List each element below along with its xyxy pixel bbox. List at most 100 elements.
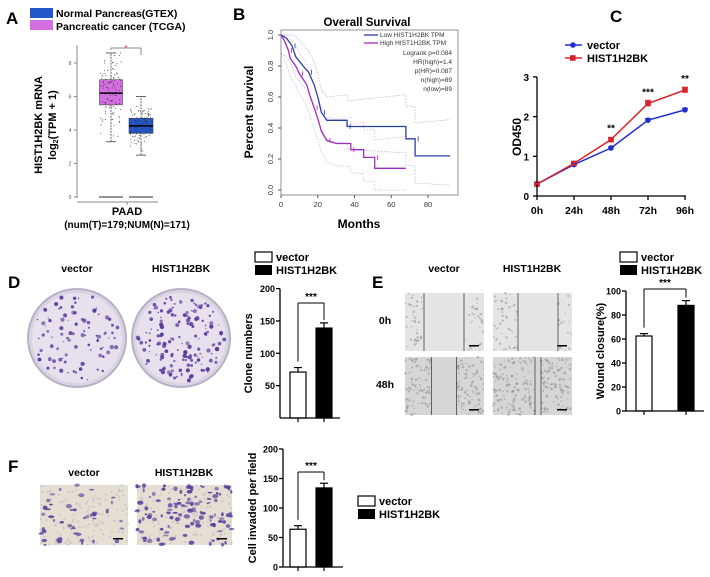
pore (126, 522, 129, 525)
legend-label-low: Low HIST1H2BK TPM (380, 32, 445, 39)
colony (142, 347, 147, 352)
jitter-point (145, 113, 147, 115)
cell (470, 322, 472, 324)
colony (212, 310, 215, 313)
chart-b-survival: Overall Survival 0 20 40 60 80 0.0 0.2 0.4 0.6 0.8… (242, 17, 459, 231)
colony (63, 360, 67, 364)
cell (497, 407, 499, 410)
invaded-cell (194, 495, 198, 498)
bar-hist1h2bk (677, 304, 695, 412)
cell (494, 391, 496, 394)
pore (140, 509, 143, 512)
pore (228, 495, 231, 498)
invaded-cell (137, 500, 144, 505)
cell (543, 376, 546, 378)
cell (522, 383, 525, 386)
pore (184, 540, 187, 543)
cell (503, 366, 505, 369)
colony (193, 302, 196, 305)
cell (512, 361, 516, 364)
cell (497, 376, 501, 380)
invaded-cell (187, 497, 191, 502)
cell (508, 402, 510, 405)
pore (94, 494, 97, 497)
colony (197, 356, 199, 358)
cell (532, 356, 534, 358)
colony (197, 347, 201, 351)
jitter-point (146, 120, 148, 122)
micrograph (493, 357, 572, 415)
pore (49, 490, 52, 493)
jitter-point (138, 137, 140, 139)
chart-d-bar: 50 100 150 200 Clone numbers *** vectorHIST1H2… (243, 251, 337, 419)
cell (410, 296, 414, 300)
cell (424, 396, 427, 399)
colony (48, 318, 52, 323)
jitter-point (120, 61, 122, 63)
cell (515, 382, 518, 386)
y-tick-label: 0.4 (266, 123, 275, 133)
jitter-point (112, 84, 114, 86)
invaded-cell (72, 525, 75, 529)
cell (524, 400, 527, 403)
cell (427, 372, 430, 375)
invaded-cell (179, 489, 183, 494)
cell (526, 364, 528, 366)
invaded-cell (144, 506, 149, 511)
cell (493, 395, 495, 398)
cell (557, 403, 560, 407)
cell (418, 384, 421, 386)
cell (426, 404, 429, 407)
cell (412, 396, 415, 398)
colony (145, 362, 148, 366)
cell (428, 362, 431, 365)
cell (546, 359, 549, 363)
pore (140, 497, 143, 500)
cell (529, 380, 532, 382)
cell (543, 406, 547, 410)
colony (181, 342, 183, 345)
invaded-cell (144, 513, 148, 516)
cell (504, 301, 508, 305)
cell (474, 373, 477, 376)
colony (78, 367, 83, 371)
invaded-cell (138, 519, 142, 524)
pore (78, 505, 81, 508)
pore (67, 543, 70, 546)
jitter-point (136, 139, 138, 141)
cell (505, 406, 509, 409)
colony (188, 321, 194, 327)
cell (517, 413, 520, 415)
colony (146, 358, 150, 363)
cell (568, 407, 572, 411)
invaded-cell (135, 528, 140, 532)
colony (170, 313, 175, 317)
cell (476, 368, 478, 371)
pore (72, 518, 75, 521)
cell (467, 348, 470, 351)
y-tick-label: 150 (260, 316, 275, 326)
pore (72, 514, 75, 517)
pore (152, 499, 155, 502)
cell (568, 358, 571, 360)
pore (75, 501, 78, 504)
jitter-point (142, 110, 144, 112)
invaded-cell (119, 527, 125, 530)
jitter-point (119, 78, 121, 80)
colony (187, 316, 191, 320)
pore (60, 501, 63, 504)
jitter-point (132, 132, 134, 134)
jitter-point (129, 126, 131, 128)
invaded-cell (186, 485, 191, 489)
colony (161, 343, 167, 349)
colony (201, 319, 204, 323)
cell (427, 386, 431, 389)
pore (230, 541, 233, 544)
pore (67, 537, 70, 540)
jitter-point (102, 101, 104, 103)
cell (504, 291, 507, 295)
jitter-point (136, 129, 138, 131)
pore (227, 502, 230, 505)
colony (38, 337, 40, 340)
pore (94, 524, 97, 527)
